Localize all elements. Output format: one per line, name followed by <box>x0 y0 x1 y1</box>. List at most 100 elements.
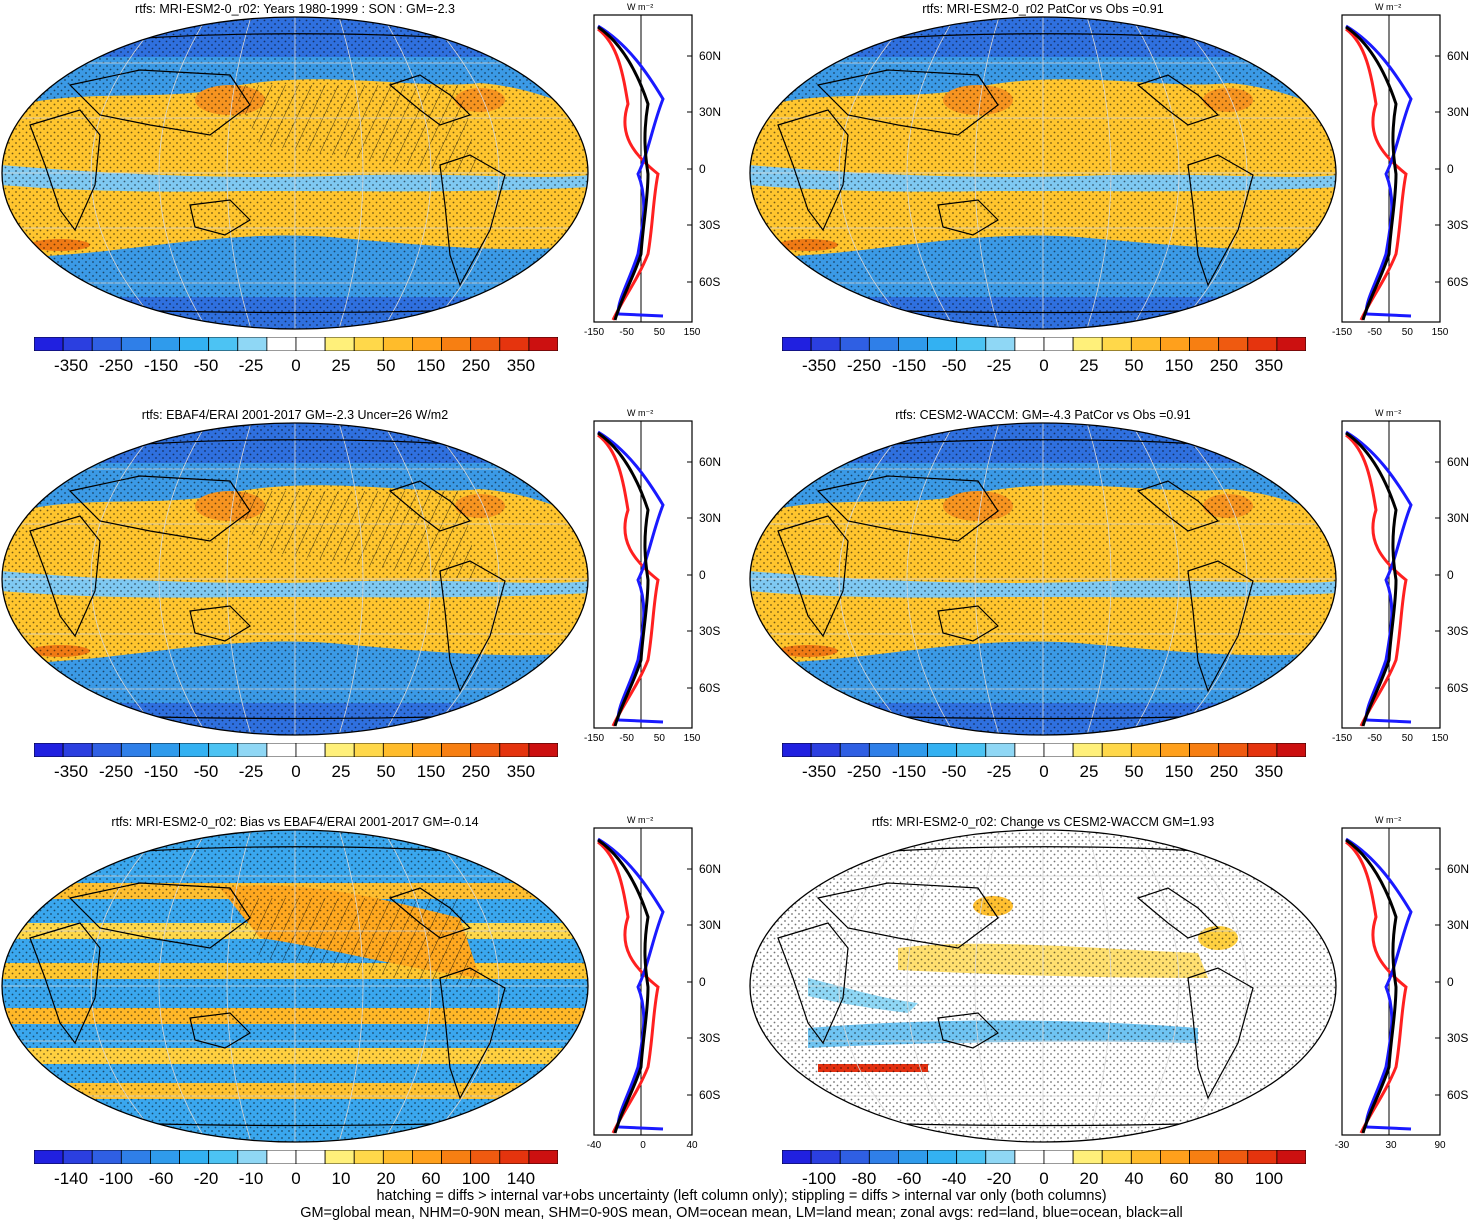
colorbar-tick-label: 150 <box>1164 762 1194 781</box>
zonal-all-line <box>597 25 650 321</box>
zonal-ocean-line <box>1345 430 1413 724</box>
colorbar-tick-label: 250 <box>1209 356 1239 375</box>
colorbar-tick-label: -250 <box>847 762 882 781</box>
latitude-label: 30S <box>1447 624 1469 638</box>
zonal-units: W m⁻² <box>627 408 654 418</box>
zonal-x-tick-label: -150 <box>583 327 605 338</box>
colorbar-tick-label: 20 <box>376 1169 396 1188</box>
colorbar-tick-label: -100 <box>802 1169 837 1188</box>
colorbar-tick-label: 50 <box>376 356 396 375</box>
colorbar-tick-label: -25 <box>238 762 264 781</box>
colorbar-tick-label: -100 <box>99 1169 134 1188</box>
colorbar-tick-label: -60 <box>896 1169 922 1188</box>
colorbar-tick-label: 25 <box>331 356 351 375</box>
colorbar <box>782 743 1306 757</box>
zonal-units: W m⁻² <box>627 815 654 825</box>
zonal-all-line <box>597 431 650 727</box>
colorbar-labels: -350 -250 -150 -50 -25 0 25 50 150 250 350 <box>34 762 558 784</box>
zonal-x-tick-label: -30 <box>1334 1140 1350 1151</box>
zonal-mean-plot <box>1341 420 1441 729</box>
panel-title: rtfs: MRI-ESM2-0_r02 PatCor vs Obs =0.91 <box>922 2 1164 16</box>
world-map <box>1 829 589 1143</box>
colorbar <box>34 1150 558 1164</box>
colorbar-tick-label: -25 <box>986 356 1012 375</box>
latitude-label: 0 <box>1447 568 1454 582</box>
panel-title: rtfs: MRI-ESM2-0_r02: Change vs CESM2-WA… <box>871 815 1215 829</box>
latitude-label: 30S <box>699 624 721 638</box>
colorbar-tick-label: -80 <box>851 1169 877 1188</box>
latitude-label: 60N <box>1447 455 1470 469</box>
panel-title: rtfs: MRI-ESM2-0_r02: Bias vs EBAF4/ERAI… <box>111 815 479 829</box>
latitude-label: 60S <box>699 275 721 289</box>
zonal-x-tick-label: 50 <box>1401 733 1413 744</box>
latitude-label: 30N <box>699 918 722 932</box>
latitude-label: 30S <box>1447 218 1469 232</box>
colorbar-tick-label: -50 <box>941 762 967 781</box>
zonal-x-tick-label: -50 <box>619 327 634 338</box>
colorbar-tick-label: 60 <box>1169 1169 1189 1188</box>
world-map <box>749 16 1337 330</box>
zonal-x-tick-label: 50 <box>653 733 665 744</box>
zonal-mean-plot <box>1341 827 1441 1136</box>
zonal-units: W m⁻² <box>1375 815 1402 825</box>
colorbar-labels: -350 -250 -150 -50 -25 0 25 50 150 250 350 <box>782 762 1306 784</box>
map-panel: rtfs: MRI-ESM2-0_r02: Years 1980-1999 : … <box>0 0 740 380</box>
latitude-label: 0 <box>699 975 706 989</box>
colorbar-tick-label: -250 <box>99 356 134 375</box>
latitude-label: 30S <box>1447 1031 1469 1045</box>
colorbar-tick-label: 350 <box>1254 356 1284 375</box>
latitude-label: 30S <box>699 218 721 232</box>
colorbar-labels: -350 -250 -150 -50 -25 0 25 50 150 250 350 <box>34 356 558 378</box>
world-map <box>1 422 589 736</box>
zonal-x-tick-label: -150 <box>1331 327 1353 338</box>
latitude-label: 60S <box>1447 275 1469 289</box>
colorbar-tick-label: 250 <box>1209 762 1239 781</box>
zonal-x-tick-label: 30 <box>1385 1140 1397 1151</box>
zonal-ocean-line <box>1345 837 1413 1131</box>
zonal-x-tick-label: 150 <box>1431 327 1449 338</box>
map-panel: rtfs: CESM2-WACCM: GM=-4.3 PatCor vs Obs… <box>748 406 1483 786</box>
colorbar-tick-label: 25 <box>331 762 351 781</box>
colorbar-tick-label: -20 <box>193 1169 219 1188</box>
colorbar-tick-label: 25 <box>1079 762 1099 781</box>
latitude-label: 0 <box>699 162 706 176</box>
map-panel: rtfs: MRI-ESM2-0_r02: Bias vs EBAF4/ERAI… <box>0 813 740 1193</box>
world-map <box>1 16 589 330</box>
zonal-land-line <box>597 840 660 1134</box>
colorbar-tick-label: -60 <box>148 1169 174 1188</box>
colorbar-tick-label: -150 <box>892 762 927 781</box>
zonal-x-tick-label: -150 <box>1331 733 1353 744</box>
zonal-x-tick-label: 150 <box>683 733 701 744</box>
colorbar-tick-label: 150 <box>416 356 446 375</box>
latitude-label: 30N <box>699 511 722 525</box>
colorbar-tick-label: 0 <box>291 762 301 781</box>
zonal-all-line <box>1345 25 1398 321</box>
latitude-label: 30N <box>699 105 722 119</box>
map-panel: rtfs: EBAF4/ERAI 2001-2017 GM=-2.3 Uncer… <box>0 406 740 786</box>
zonal-mean-plot <box>593 827 693 1136</box>
latitude-label: 60N <box>1447 49 1470 63</box>
zonal-x-tick-label: 150 <box>1431 733 1449 744</box>
colorbar-tick-label: -350 <box>802 762 837 781</box>
zonal-x-tick-label: 150 <box>683 327 701 338</box>
colorbar-tick-label: -250 <box>99 762 134 781</box>
latitude-label: 60N <box>699 862 722 876</box>
colorbar-tick-label: 40 <box>1124 1169 1144 1188</box>
colorbar-tick-label: -50 <box>193 356 219 375</box>
zonal-x-tick-label: 50 <box>653 327 665 338</box>
colorbar-tick-label: -40 <box>941 1169 967 1188</box>
latitude-label: 30N <box>1447 105 1470 119</box>
colorbar-tick-label: 150 <box>1164 356 1194 375</box>
colorbar-tick-label: 0 <box>1039 762 1049 781</box>
colorbar <box>782 1150 1306 1164</box>
colorbar-tick-label: -250 <box>847 356 882 375</box>
colorbar-tick-label: -150 <box>144 356 179 375</box>
footer-line-2: GM=global mean, NHM=0-90N mean, SHM=0-90… <box>300 1205 1183 1221</box>
colorbar-tick-label: -350 <box>54 356 89 375</box>
colorbar-tick-label: 350 <box>506 356 536 375</box>
panel-title: rtfs: CESM2-WACCM: GM=-4.3 PatCor vs Obs… <box>895 408 1191 422</box>
colorbar <box>34 743 558 757</box>
zonal-units: W m⁻² <box>1375 2 1402 12</box>
latitude-label: 60S <box>1447 681 1469 695</box>
zonal-all-line <box>597 838 650 1134</box>
